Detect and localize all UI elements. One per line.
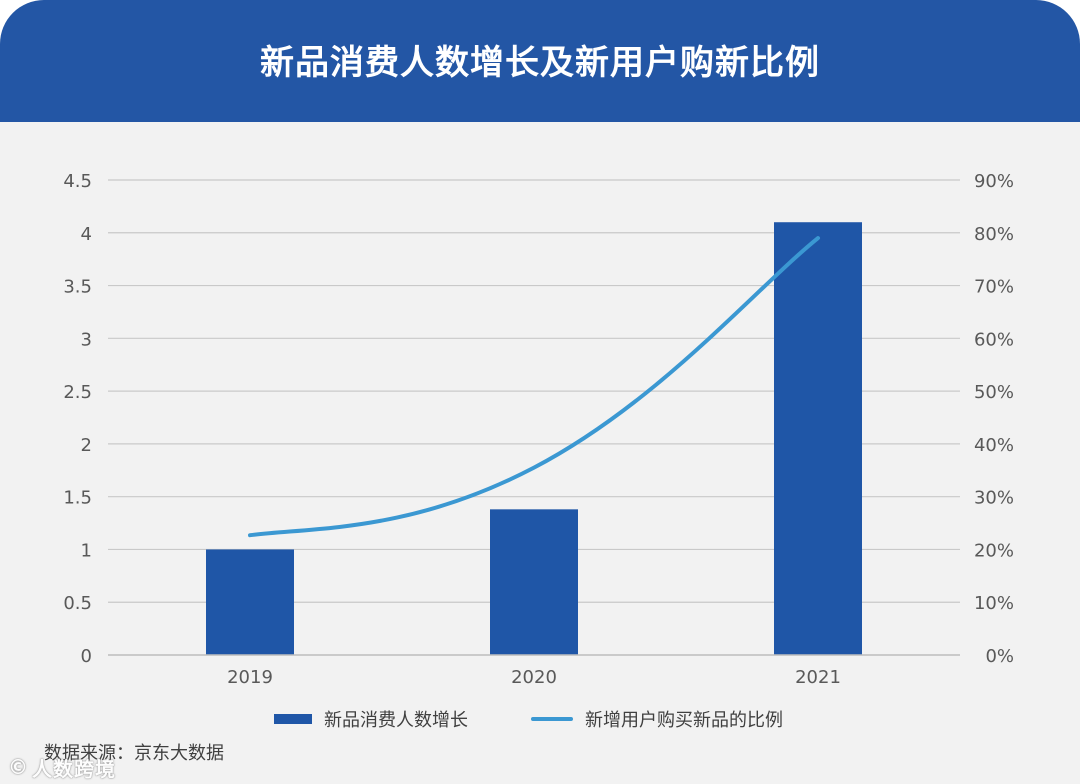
y-right-tick-label: 20% xyxy=(974,540,1014,561)
y-left-tick-label: 1 xyxy=(81,540,92,561)
y-right-tick-label: 10% xyxy=(974,593,1014,614)
legend-item-line: 新增用户购买新品的比例 xyxy=(531,704,783,734)
header-bar: 新品消费人数增长及新用户购新比例 xyxy=(0,0,1080,122)
bar xyxy=(774,222,862,655)
x-tick-label: 2019 xyxy=(227,667,273,688)
legend: 新品消费人数增长 新增用户购买新品的比例 xyxy=(0,704,1080,734)
y-left-tick-label: 3 xyxy=(81,329,92,350)
chart-title: 新品消费人数增长及新用户购新比例 xyxy=(260,42,820,83)
bar xyxy=(490,509,578,655)
y-right-tick-label: 90% xyxy=(974,171,1014,192)
y-left-tick-label: 4.5 xyxy=(63,171,92,192)
y-right-tick-label: 50% xyxy=(974,382,1014,403)
legend-bar-swatch xyxy=(274,714,312,724)
legend-line-swatch xyxy=(531,717,573,721)
watermark-logo-icon: © xyxy=(8,755,28,779)
y-left-tick-label: 1.5 xyxy=(63,488,92,509)
y-left-tick-label: 4 xyxy=(81,224,92,245)
y-left-tick-label: 3.5 xyxy=(63,277,92,298)
series-line xyxy=(248,236,820,538)
y-left-tick-label: 0.5 xyxy=(63,593,92,614)
y-left-tick-label: 0 xyxy=(81,646,92,667)
bar xyxy=(206,549,294,655)
legend-label-line: 新增用户购买新品的比例 xyxy=(585,710,783,731)
y-right-tick-label: 30% xyxy=(974,488,1014,509)
y-right-tick-label: 40% xyxy=(974,435,1014,456)
y-left-tick-label: 2.5 xyxy=(63,382,92,403)
legend-item-bar: 新品消费人数增长 xyxy=(274,704,468,734)
y-right-tick-label: 0% xyxy=(985,646,1014,667)
data-source-note: 数据来源：京东大数据 xyxy=(44,743,224,764)
watermark: © 人数跨境 xyxy=(8,752,116,782)
y-right-tick-label: 80% xyxy=(974,224,1014,245)
y-right-tick-label: 70% xyxy=(974,277,1014,298)
x-tick-label: 2020 xyxy=(511,667,557,688)
watermark-text: 人数跨境 xyxy=(32,756,116,781)
y-left-tick-label: 2 xyxy=(81,435,92,456)
y-right-tick-label: 60% xyxy=(974,329,1014,350)
legend-label-bar: 新品消费人数增长 xyxy=(324,710,468,731)
x-tick-label: 2021 xyxy=(795,667,841,688)
